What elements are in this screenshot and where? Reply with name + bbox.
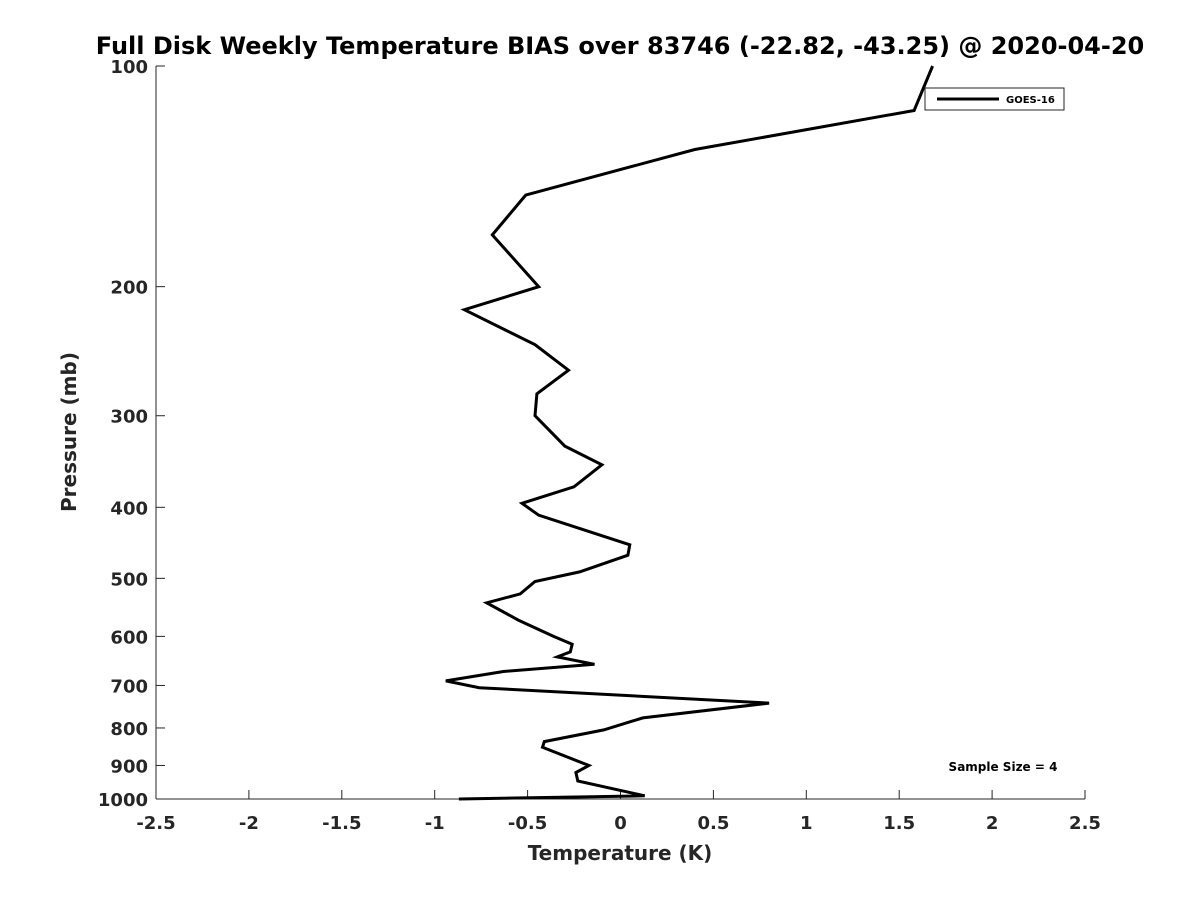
y-tick-label: 400 — [110, 498, 148, 519]
y-tick-label: 300 — [110, 407, 148, 428]
y-tick-label: 800 — [110, 719, 148, 740]
x-tick-label: -2.5 — [136, 813, 175, 834]
legend-label: GOES-16 — [1006, 95, 1055, 106]
y-tick-label: 700 — [110, 676, 148, 697]
legend: GOES-16 — [924, 87, 1065, 111]
y-tick-label: 100 — [110, 57, 148, 78]
x-tick-label: 1 — [800, 813, 813, 834]
y-tick-label: 200 — [110, 278, 148, 299]
y-tick-label: 1000 — [98, 790, 148, 811]
x-tick-label: 0.5 — [697, 813, 729, 834]
x-tick-label: 2 — [986, 813, 999, 834]
y-tick-label: 500 — [110, 569, 148, 590]
y-axis-label: Pressure (mb) — [57, 352, 81, 512]
series-line-goes-16 — [445, 65, 934, 801]
y-tick-label: 600 — [110, 627, 148, 648]
x-tick-label: -1.5 — [322, 813, 361, 834]
chart-title: Full Disk Weekly Temperature BIAS over 8… — [96, 32, 1144, 60]
series-layer — [445, 65, 934, 801]
plot-area — [156, 66, 1085, 799]
sample-size-note: Sample Size = 4 — [949, 760, 1058, 774]
x-tick-label: 0 — [614, 813, 627, 834]
x-tick-label: 2.5 — [1069, 813, 1101, 834]
y-tick-label: 900 — [110, 756, 148, 777]
axes: -2.5 -2 -1.5 -1 -0.5 0 0.5 1 1.5 2 2.5 100 200 300 400… — [98, 57, 1101, 834]
x-tick-label: 1.5 — [883, 813, 915, 834]
x-tick-label: -1 — [425, 813, 445, 834]
x-tick-label: -0.5 — [508, 813, 547, 834]
x-axis-label: Temperature (K) — [528, 841, 713, 865]
x-tick-label: -2 — [239, 813, 259, 834]
